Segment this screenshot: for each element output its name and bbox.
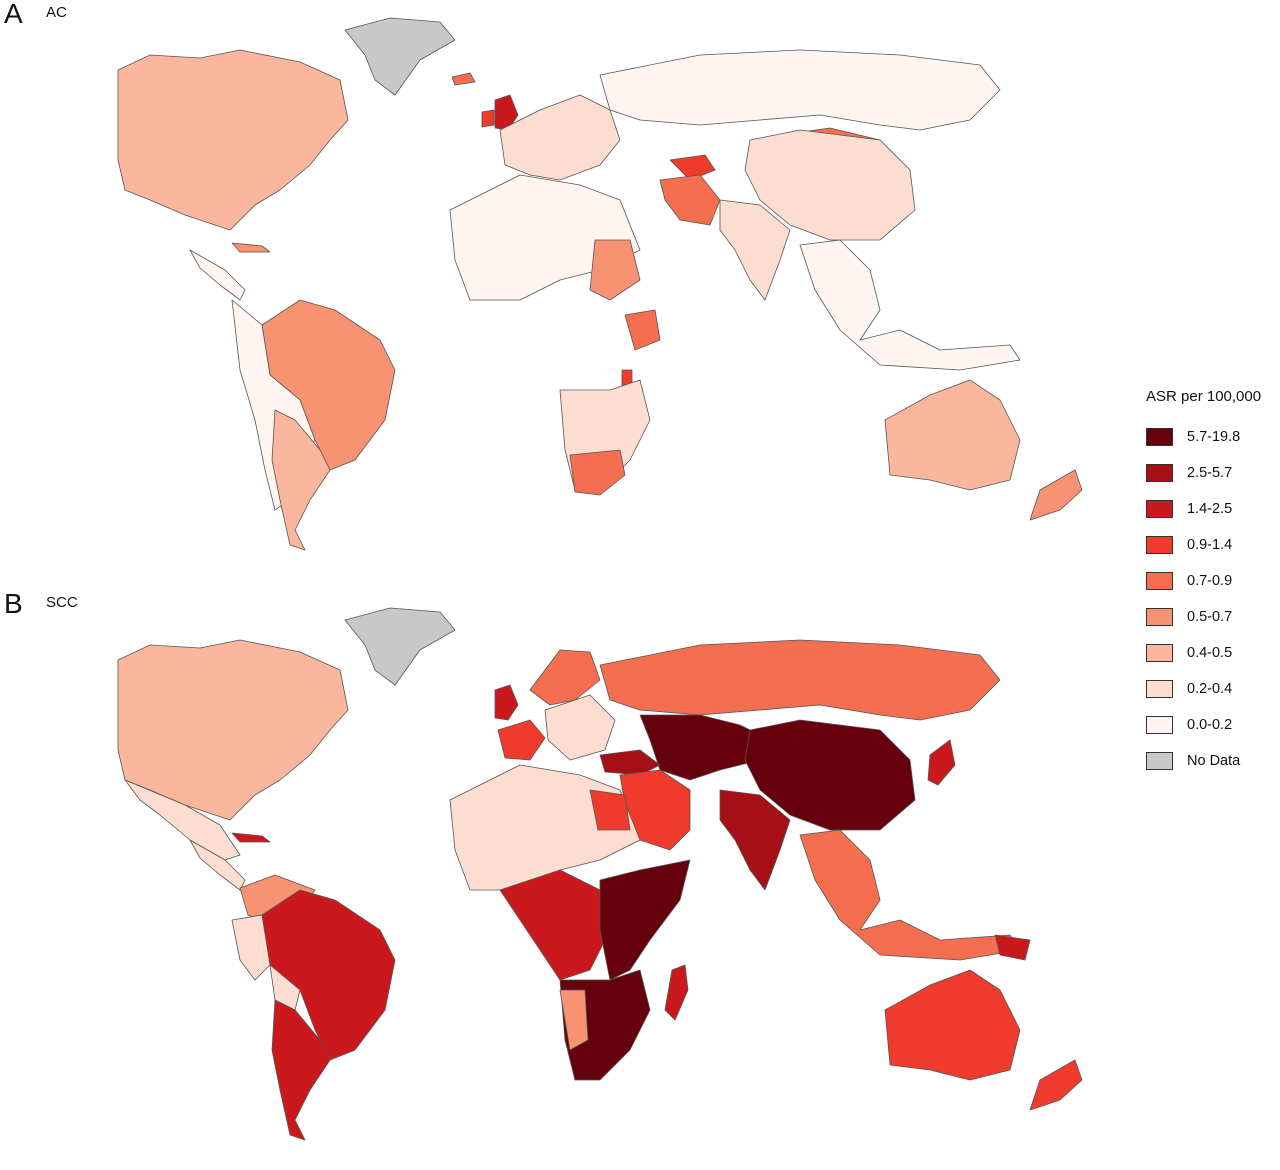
region-southeast-asia <box>799 239 1021 371</box>
region-iran <box>659 174 721 226</box>
map-legend: ASR per 100,000 5.7-19.8 2.5-5.7 1.4-2.5 0.… <box>1146 388 1276 779</box>
legend-label: 0.2-0.4 <box>1187 681 1233 697</box>
region-central-america <box>189 839 246 891</box>
legend-item: No Data <box>1146 743 1276 779</box>
region-united-kingdom <box>494 684 519 721</box>
region-central-america <box>189 249 246 301</box>
legend-item: 1.4-2.5 <box>1146 491 1276 527</box>
region-turkmenistan <box>669 154 716 181</box>
region-ireland <box>481 109 495 128</box>
legend-item: 0.2-0.4 <box>1146 671 1276 707</box>
legend-label: 0.0-0.2 <box>1187 717 1233 733</box>
legend-swatch <box>1146 644 1173 662</box>
legend-swatch <box>1146 608 1173 626</box>
region-namibia <box>559 989 589 1051</box>
region-new-zealand <box>1029 1059 1083 1111</box>
region-central-asia <box>639 714 771 781</box>
region-australia <box>884 379 1021 491</box>
region-south-africa <box>569 449 626 496</box>
region-australia <box>884 969 1021 1081</box>
legend-item: 5.7-19.8 <box>1146 419 1276 455</box>
region-central-africa <box>499 869 611 981</box>
legend-swatch <box>1146 716 1173 734</box>
region-papua-new-guinea <box>994 934 1031 961</box>
legend-item: 0.7-0.9 <box>1146 563 1276 599</box>
map-panel-scc: B SCC <box>0 588 1130 1159</box>
region-iceland <box>451 72 476 86</box>
legend-item: 0.0-0.2 <box>1146 707 1276 743</box>
legend-label: No Data <box>1187 753 1241 769</box>
legend-swatch <box>1146 536 1173 554</box>
legend-title: ASR per 100,000 <box>1146 388 1262 405</box>
panel-letter: B <box>4 588 23 619</box>
map-panel-ac: A AC <box>0 0 1130 580</box>
region-argentina <box>271 999 331 1141</box>
world-map-ac <box>117 17 1083 551</box>
legend-label: 2.5-5.7 <box>1187 465 1233 481</box>
legend-label: 1.4-2.5 <box>1187 501 1233 517</box>
legend-swatch <box>1146 752 1173 770</box>
region-southeast-asia <box>799 829 1021 961</box>
region-china <box>744 719 916 831</box>
legend-label: 0.7-0.9 <box>1187 573 1233 589</box>
region-caribbean <box>231 832 271 843</box>
region-united-kingdom <box>494 94 519 131</box>
legend-label: 0.9-1.4 <box>1187 537 1233 553</box>
region-japan <box>927 739 956 786</box>
region-argentina <box>271 409 331 551</box>
region-north-america <box>117 49 349 231</box>
panel-letter: A <box>4 0 23 29</box>
legend-item: 0.5-0.7 <box>1146 599 1276 635</box>
region-sudan <box>589 239 641 301</box>
region-europe-east- <box>544 694 616 761</box>
legend-item: 0.9-1.4 <box>1146 527 1276 563</box>
region-peru <box>231 914 271 981</box>
legend-item: 0.4-0.5 <box>1146 635 1276 671</box>
legend-swatch <box>1146 500 1173 518</box>
legend-item: 2.5-5.7 <box>1146 455 1276 491</box>
region-madagascar <box>664 964 689 1021</box>
region-kenya <box>624 309 661 351</box>
legend-swatch <box>1146 428 1173 446</box>
legend-label: 5.7-19.8 <box>1187 429 1241 445</box>
legend-swatch <box>1146 572 1173 590</box>
region-scandinavia <box>529 649 601 706</box>
region-caribbean <box>231 242 271 253</box>
region-india <box>719 199 791 301</box>
region-europe <box>499 94 621 181</box>
legend-label: 0.4-0.5 <box>1187 645 1233 661</box>
panel-title: SCC <box>46 594 78 611</box>
region-egypt <box>589 789 631 831</box>
region-france <box>497 719 546 761</box>
region-east-africa <box>599 859 691 981</box>
region-russia <box>599 639 1001 721</box>
legend-label: 0.5-0.7 <box>1187 609 1233 625</box>
region-russia <box>599 49 1001 131</box>
region-china <box>744 129 916 241</box>
legend-swatch <box>1146 464 1173 482</box>
panel-title: AC <box>46 4 67 21</box>
region-turkey <box>599 749 661 776</box>
region-greenland <box>344 607 456 686</box>
region-new-zealand <box>1029 469 1083 521</box>
world-map-scc <box>117 607 1083 1141</box>
legend-swatch <box>1146 680 1173 698</box>
region-greenland <box>344 17 456 96</box>
region-india <box>719 789 791 891</box>
